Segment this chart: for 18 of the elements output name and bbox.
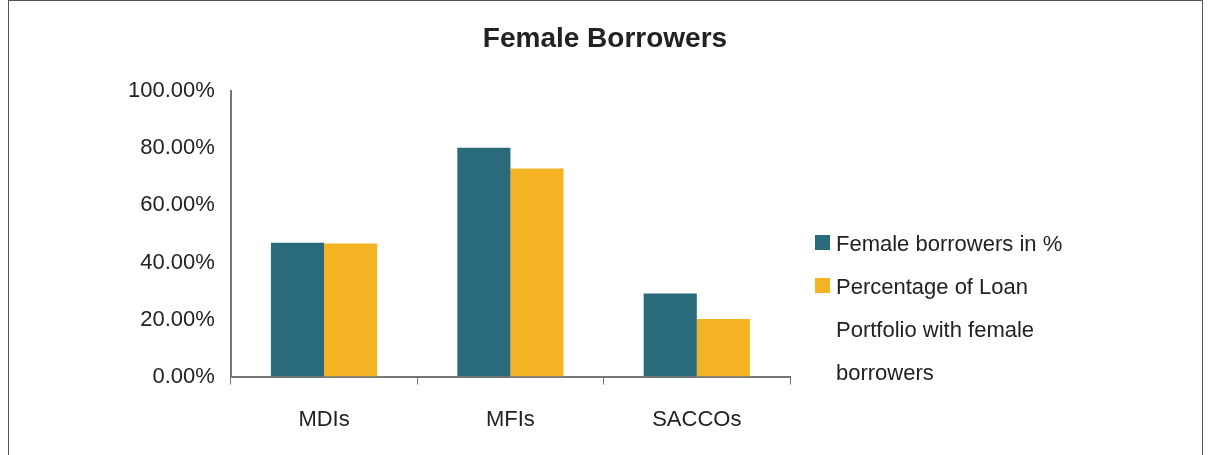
- y-tick-label: 40.00%: [140, 248, 215, 274]
- x-tick-label: MDIs: [298, 405, 350, 431]
- y-tick-label: 0.00%: [152, 362, 215, 388]
- bar: [510, 168, 564, 377]
- y-tick-label: 80.00%: [140, 134, 215, 160]
- legend-label: Female borrowers in %: [836, 230, 1063, 258]
- bar: [643, 293, 697, 377]
- y-tick-label: 100.00%: [127, 77, 215, 103]
- bar: [457, 147, 511, 377]
- chart-title: Female Borrowers: [481, 22, 729, 54]
- bar: [324, 243, 378, 377]
- y-tick-label: 60.00%: [140, 191, 215, 217]
- y-tick-label: 20.00%: [140, 305, 215, 331]
- bar: [696, 318, 750, 377]
- bar: [270, 242, 325, 377]
- x-tick-label: SACCOs: [652, 405, 742, 431]
- legend-label: Percentage of Loan Portfolio with female borrowers: [836, 273, 1036, 387]
- x-tick-label: MFIs: [485, 405, 535, 431]
